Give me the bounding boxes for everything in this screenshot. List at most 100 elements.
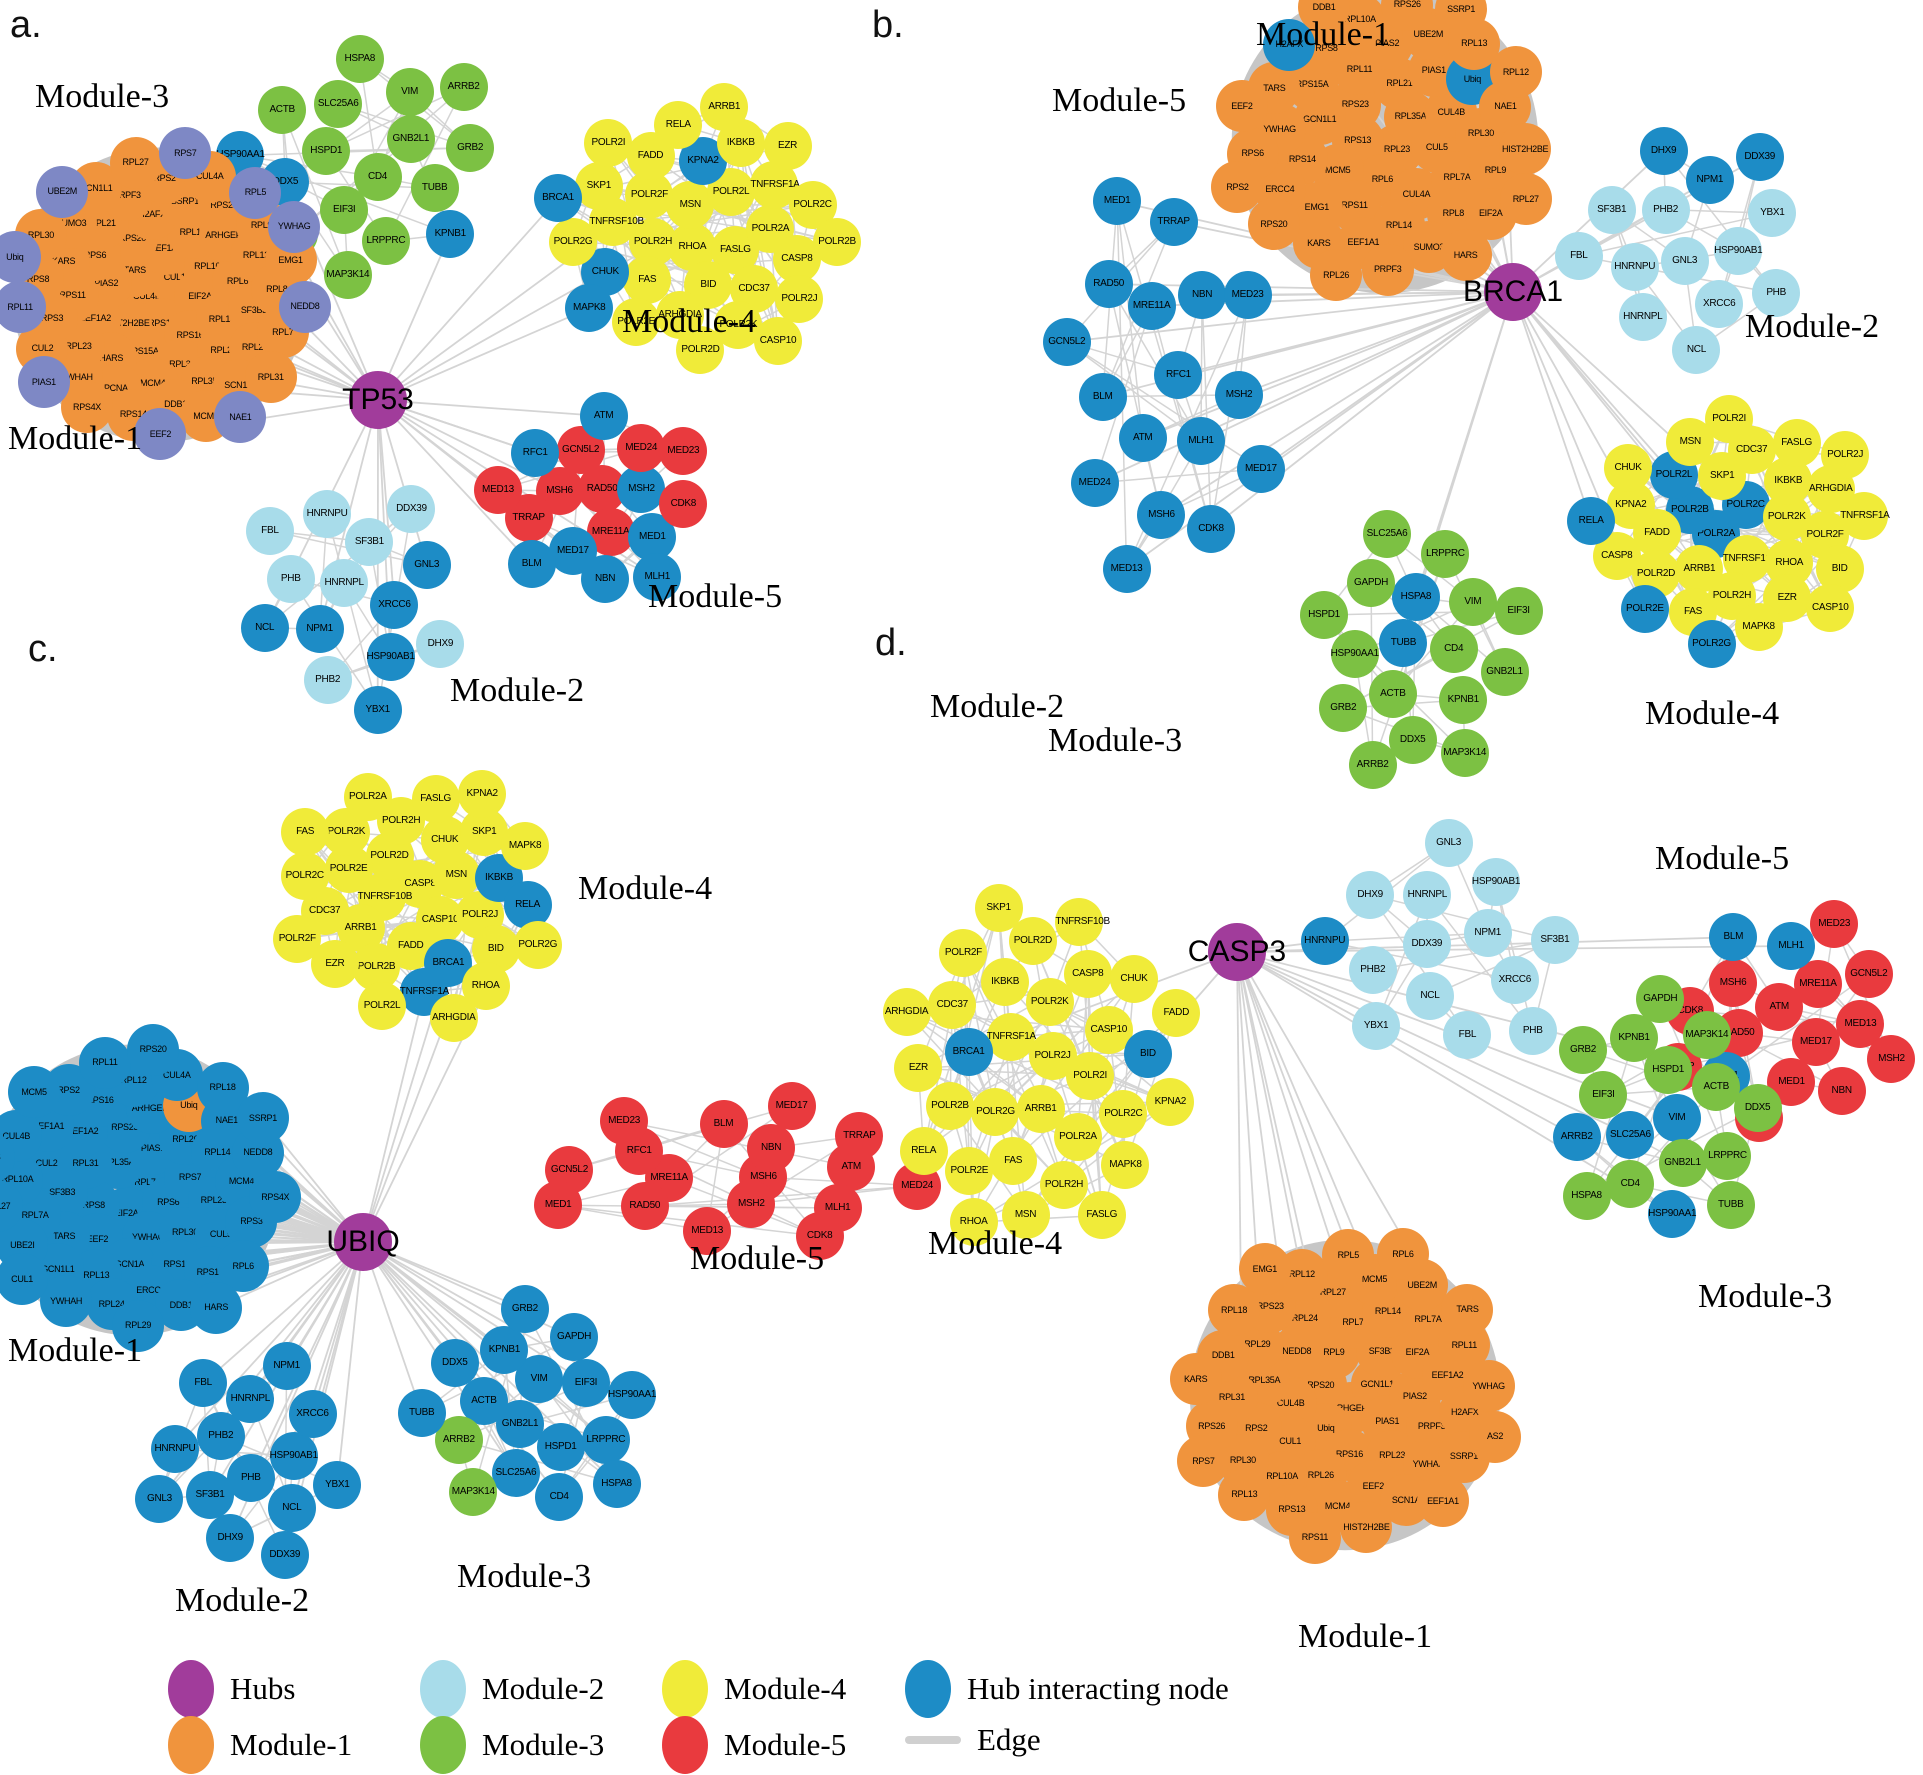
node-TNFRSF1A[interactable]: TNFRSF1A — [986, 1013, 1036, 1062]
node-FAS[interactable]: FAS — [989, 1136, 1038, 1185]
node-DDX39[interactable]: DDX39 — [1402, 919, 1451, 968]
node-DDX39[interactable]: DDX39 — [387, 485, 436, 534]
node-XRCC6[interactable]: XRCC6 — [370, 580, 419, 629]
node-POLR2B[interactable]: POLR2B — [813, 218, 862, 267]
node-POLR2J[interactable]: POLR2J — [1821, 431, 1870, 480]
node-CASP10[interactable]: CASP10 — [754, 316, 803, 365]
node-FAS[interactable]: FAS — [281, 808, 330, 857]
node-DDX5[interactable]: DDX5 — [1388, 715, 1437, 764]
node-BLM[interactable]: BLM — [507, 539, 556, 588]
node-EEF2[interactable]: EEF2 — [1215, 80, 1268, 133]
node-MED17[interactable]: MED17 — [767, 1082, 816, 1131]
node-MSH6[interactable]: MSH6 — [1709, 958, 1758, 1007]
node-HNRNPL[interactable]: HNRNPL — [320, 559, 369, 608]
node-MSH6[interactable]: MSH6 — [1137, 490, 1186, 539]
node-BLM[interactable]: BLM — [1078, 372, 1127, 421]
node-HNRNPU[interactable]: HNRNPU — [303, 490, 352, 539]
node-FBL[interactable]: FBL — [1554, 231, 1603, 280]
node-PHB2[interactable]: PHB2 — [1348, 946, 1397, 995]
node-UBE2M[interactable]: UBE2M — [36, 165, 89, 218]
node-YBX1[interactable]: YBX1 — [353, 685, 402, 734]
node-YBX1[interactable]: YBX1 — [1748, 189, 1797, 238]
node-RPL27[interactable]: RPL27 — [109, 136, 162, 189]
node-KPNB1[interactable]: KPNB1 — [1609, 1014, 1658, 1063]
node-EIF3I[interactable]: EIF3I — [1579, 1070, 1628, 1119]
node-POLR2E[interactable]: POLR2E — [1620, 585, 1669, 634]
node-PHB[interactable]: PHB — [1752, 269, 1801, 318]
node-EZR[interactable]: EZR — [763, 122, 812, 171]
node-DHX9[interactable]: DHX9 — [1639, 126, 1688, 175]
node-LRPPRC[interactable]: LRPPRC — [1421, 529, 1470, 578]
node-SLC25A6[interactable]: SLC25A6 — [314, 79, 363, 128]
node-RPS7[interactable]: RPS7 — [1177, 1435, 1230, 1488]
node-CDC37[interactable]: CDC37 — [730, 264, 779, 313]
node-MED13[interactable]: MED13 — [1102, 544, 1151, 593]
node-KPNB1[interactable]: KPNB1 — [480, 1325, 529, 1374]
node-NCL[interactable]: NCL — [240, 603, 289, 652]
node-ARRB2[interactable]: ARRB2 — [1348, 741, 1397, 790]
node-SLC25A6[interactable]: SLC25A6 — [1606, 1111, 1655, 1160]
node-HSPA8[interactable]: HSPA8 — [1391, 573, 1440, 622]
node-SLC25A6[interactable]: SLC25A6 — [491, 1448, 540, 1497]
node-DDX39[interactable]: DDX39 — [260, 1530, 309, 1579]
node-POLR2I[interactable]: POLR2I — [1066, 1051, 1115, 1100]
node-HNRNPL[interactable]: HNRNPL — [1403, 870, 1452, 919]
node-RPL13[interactable]: RPL13 — [1218, 1468, 1271, 1521]
node-VIM[interactable]: VIM — [1652, 1094, 1701, 1143]
node-GNB2L1[interactable]: GNB2L1 — [386, 114, 435, 163]
node-GRB2[interactable]: GRB2 — [1559, 1025, 1608, 1074]
node-GRB2[interactable]: GRB2 — [1319, 684, 1368, 733]
node-POLR2F[interactable]: POLR2F — [273, 915, 322, 964]
node-GNL3[interactable]: GNL3 — [1660, 236, 1709, 285]
node-TARS[interactable]: TARS — [1441, 1283, 1494, 1336]
node-POLR2A[interactable]: POLR2A — [343, 772, 392, 821]
node-POLR2G[interactable]: POLR2G — [513, 921, 562, 970]
node-RPL27[interactable]: RPL27 — [1499, 173, 1552, 226]
node-DHX9[interactable]: DHX9 — [206, 1513, 255, 1562]
node-FBL[interactable]: FBL — [179, 1359, 228, 1408]
node-ARHGDIA[interactable]: ARHGDIA — [882, 988, 931, 1037]
node-RPL5[interactable]: RPL5 — [1322, 1229, 1375, 1282]
node-NBN[interactable]: NBN — [747, 1124, 796, 1173]
node-RPL26[interactable]: RPL26 — [1310, 249, 1363, 302]
node-RPL11[interactable]: RPL11 — [78, 1036, 131, 1089]
node-POLR2L[interactable]: POLR2L — [358, 982, 407, 1031]
node-HSPA8[interactable]: HSPA8 — [335, 34, 384, 83]
node-EMG1[interactable]: EMG1 — [1238, 1243, 1291, 1296]
node-MAP3K14[interactable]: MAP3K14 — [1440, 728, 1489, 777]
node-TNFRSF1A[interactable]: TNFRSF1A — [1840, 491, 1890, 540]
node-POLR2C[interactable]: POLR2C — [280, 852, 329, 901]
node-NPM1[interactable]: NPM1 — [262, 1342, 311, 1391]
node-ACTB[interactable]: ACTB — [258, 85, 307, 134]
node-NBN[interactable]: NBN — [1178, 271, 1227, 320]
node-MED23[interactable]: MED23 — [600, 1097, 649, 1146]
node-HARS[interactable]: HARS — [1439, 229, 1492, 282]
node-FBL[interactable]: FBL — [1443, 1010, 1492, 1059]
node-NAE1[interactable]: NAE1 — [214, 391, 267, 444]
node-HNRNPU[interactable]: HNRNPU — [1610, 243, 1659, 292]
node-RPS11[interactable]: RPS11 — [1288, 1511, 1341, 1564]
node-YBX1[interactable]: YBX1 — [313, 1460, 362, 1509]
hub-node-BRCA1[interactable] — [1484, 263, 1542, 321]
node-TUBB[interactable]: TUBB — [397, 1388, 446, 1437]
node-CHUK[interactable]: CHUK — [1604, 443, 1653, 492]
node-HSPA8[interactable]: HSPA8 — [592, 1459, 641, 1508]
node-NPM1[interactable]: NPM1 — [295, 605, 344, 654]
node-BID[interactable]: BID — [1123, 1029, 1172, 1078]
node-AS2[interactable]: AS2 — [1469, 1410, 1522, 1463]
node-MAPK8[interactable]: MAPK8 — [1734, 603, 1783, 652]
node-CHUK[interactable]: CHUK — [1110, 955, 1158, 1004]
node-RFC1[interactable]: RFC1 — [511, 428, 560, 477]
node-FBL[interactable]: FBL — [245, 506, 294, 555]
node-MAPK8[interactable]: MAPK8 — [565, 284, 614, 333]
node-MSN[interactable]: MSN — [666, 181, 715, 230]
node-YWHAH[interactable]: YWHAH — [40, 1275, 93, 1327]
node-LRPPRC[interactable]: LRPPRC — [361, 217, 410, 266]
node-POLR2I[interactable]: POLR2I — [1705, 394, 1754, 443]
node-NCL[interactable]: NCL — [267, 1484, 316, 1533]
node-HSP90AA1[interactable]: HSP90AA1 — [1330, 630, 1379, 679]
hub-node-UBIQ[interactable] — [334, 1213, 392, 1271]
node-HIST2H2BE[interactable]: HIST2H2BE — [1499, 123, 1552, 175]
node-TRRAP[interactable]: TRRAP — [835, 1111, 884, 1160]
node-CUL1[interactable]: CUL1 — [0, 1253, 49, 1306]
